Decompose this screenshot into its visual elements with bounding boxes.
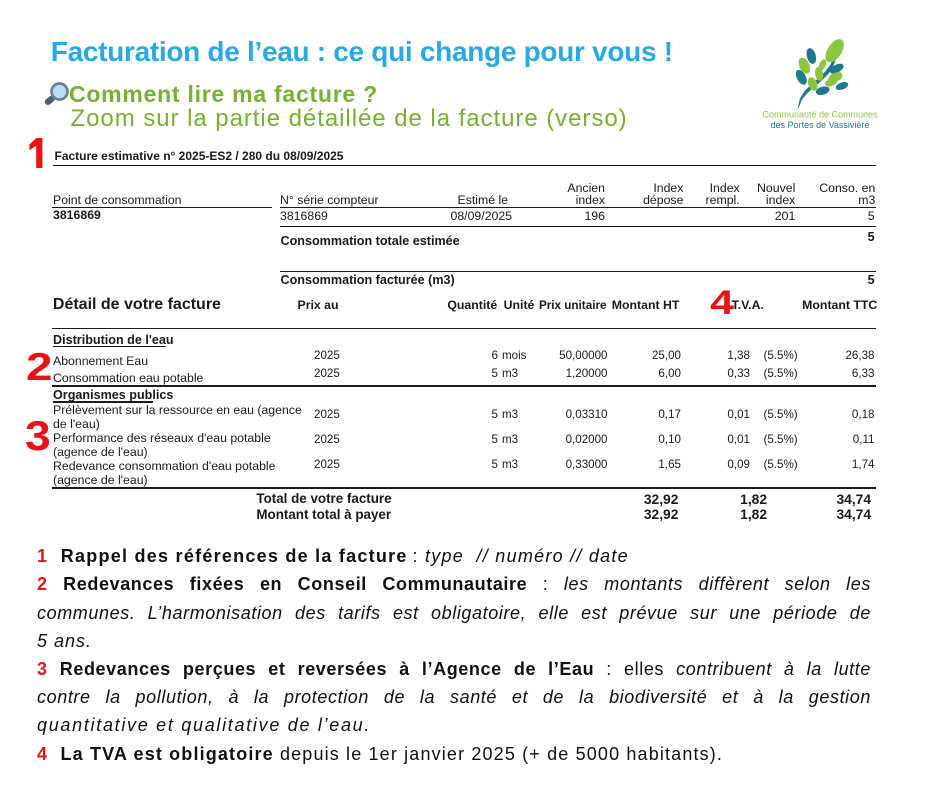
svg-text:des Portes de Vassivière: des Portes de Vassivière xyxy=(771,120,870,130)
svg-text:Communauté de Communes: Communauté de Communes xyxy=(762,110,878,120)
